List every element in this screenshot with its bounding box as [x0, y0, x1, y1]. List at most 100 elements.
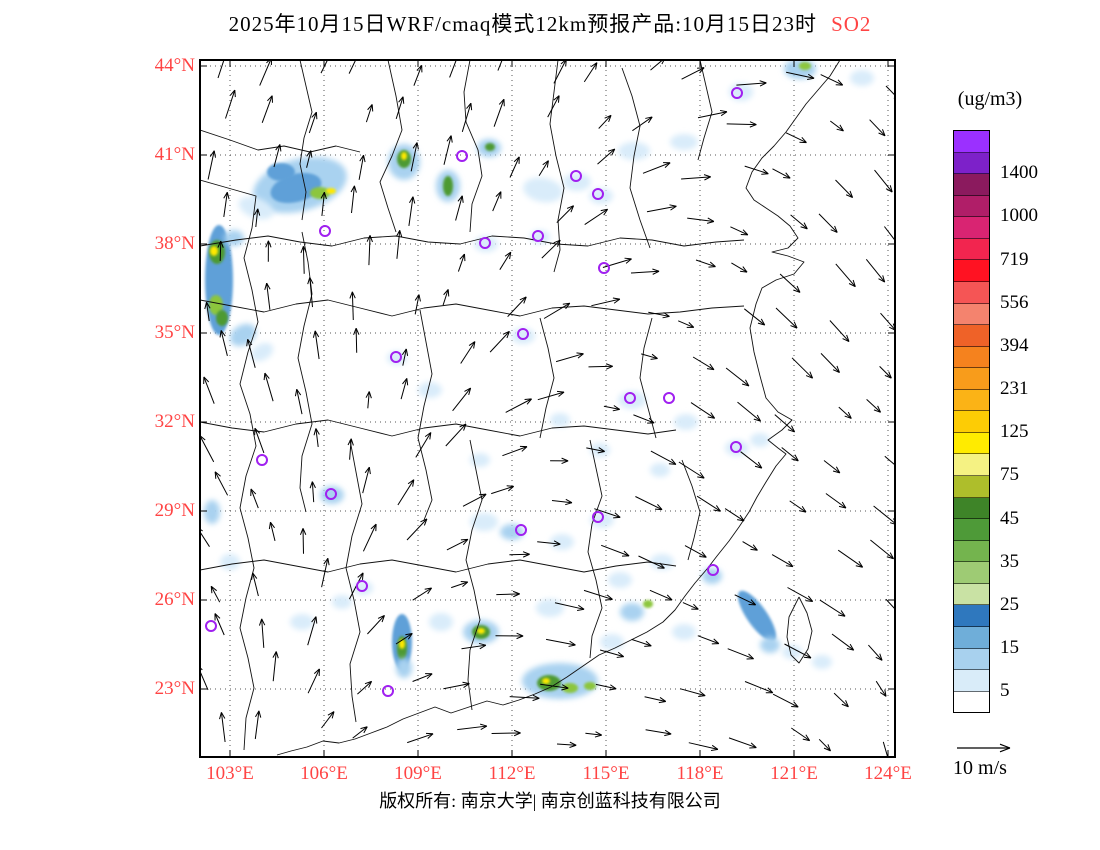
- wind-arrow: [455, 195, 464, 221]
- wind-arrow: [724, 508, 745, 522]
- wind-arrow: [546, 638, 576, 647]
- wind-arrow: [740, 451, 763, 469]
- lat-label: 29°N: [154, 500, 195, 521]
- wind-arrow: [415, 432, 432, 458]
- province-boundary: [681, 459, 701, 561]
- wind-arrow: [644, 696, 667, 704]
- wind-arrow: [599, 649, 625, 658]
- colorbar-tick-label: 394: [1000, 334, 1029, 356]
- colorbar-tick-label: 556: [1000, 291, 1029, 313]
- wind-arrow: [869, 119, 886, 137]
- colorbar-segment: [954, 195, 989, 218]
- wind-arrow: [225, 89, 236, 119]
- lon-label: 106°E: [300, 763, 348, 784]
- wind-arrow: [217, 60, 227, 79]
- wind-arrow: [365, 104, 374, 123]
- wind-arrow: [537, 390, 565, 401]
- so2-blob: [332, 595, 352, 609]
- province-boundary: [621, 67, 651, 249]
- wind-arrow: [509, 551, 530, 558]
- so2-blob: [326, 188, 336, 194]
- colorbar-segment: [954, 605, 989, 627]
- wind-arrow: [449, 60, 460, 78]
- wind-arrow: [642, 162, 671, 174]
- city-marker: [356, 580, 368, 592]
- wind-arrow: [412, 587, 433, 601]
- so2-blob: [204, 500, 220, 524]
- province-boundary: [639, 317, 657, 439]
- wind-arrow: [638, 555, 665, 569]
- so2-blob: [643, 600, 653, 608]
- wind-arrow: [785, 71, 815, 81]
- wind-arrow: [358, 154, 366, 180]
- lat-label: 26°N: [154, 589, 195, 610]
- so2-blob: [418, 382, 442, 398]
- city-marker: [515, 524, 527, 536]
- wind-arrow: [727, 648, 754, 660]
- so2-blob: [584, 682, 596, 690]
- wind-arrow: [489, 330, 510, 353]
- wind-arrow: [688, 742, 719, 752]
- wind-arrow: [442, 289, 450, 306]
- colorbar-tick-label: 719: [1000, 248, 1029, 270]
- wind-arrow: [690, 402, 716, 419]
- wind-arrow: [601, 544, 630, 557]
- province-boundary: [200, 419, 677, 437]
- province-boundary: [417, 309, 433, 521]
- city-marker: [730, 441, 742, 453]
- so2-blob: [536, 599, 564, 617]
- wind-arrow: [320, 191, 327, 216]
- lon-label: 112°E: [488, 763, 536, 784]
- so2-blob: [550, 534, 574, 550]
- wind-arrow: [650, 60, 666, 71]
- colorbar-segment: [954, 131, 989, 153]
- so2-blob: [750, 433, 770, 447]
- city-marker: [592, 188, 604, 200]
- wind-arrow: [790, 214, 808, 230]
- wind-arrow: [818, 738, 831, 752]
- wind-arrow: [452, 387, 472, 412]
- wind-arrow: [771, 554, 794, 568]
- so2-blob: [674, 414, 698, 430]
- colorbar-tick-label: 1000: [1000, 205, 1038, 227]
- wind-arrow: [401, 348, 409, 366]
- wind-arrow: [692, 356, 715, 371]
- colorbar-segment: [954, 626, 989, 649]
- wind-arrow: [263, 372, 274, 402]
- wind-arrow: [820, 353, 840, 373]
- wind-arrow: [492, 191, 502, 212]
- colorbar-tick-label: 125: [1000, 421, 1029, 443]
- wind-arrow: [219, 712, 226, 743]
- wind-arrow: [684, 545, 707, 558]
- so2-blob: [620, 603, 644, 621]
- province-boundary: [463, 60, 483, 233]
- wind-arrow: [583, 589, 613, 601]
- wind-arrow: [496, 590, 520, 598]
- province-boundary: [200, 235, 745, 247]
- wind-arrow: [254, 427, 265, 454]
- wind-arrow: [598, 114, 612, 129]
- wind-arrow: [687, 217, 715, 224]
- city-marker: [532, 230, 544, 242]
- wind-arrow: [550, 457, 569, 465]
- wind-arrow: [491, 485, 514, 495]
- wind-arrow: [400, 378, 409, 400]
- so2-blob: [216, 310, 228, 326]
- wind-arrow: [395, 230, 403, 259]
- wind-arrow: [603, 405, 620, 412]
- wind-arrow: [395, 96, 405, 120]
- wind-arrow: [259, 60, 272, 86]
- wind-arrow: [681, 67, 705, 80]
- so2-blob: [812, 655, 832, 669]
- province-boundary: [297, 231, 313, 513]
- wind-arrow: [785, 132, 807, 144]
- so2-blob: [429, 613, 453, 631]
- wind-arrow: [353, 328, 360, 353]
- wind-arrow: [585, 731, 602, 738]
- chart-title: 2025年10月15日WRF/cmaq模式12km预报产品:10月15日23时 S…: [0, 8, 1100, 38]
- wind-arrow: [357, 680, 373, 695]
- so2-blob: [500, 524, 524, 540]
- colorbar-tick-label: 75: [1000, 464, 1019, 486]
- wind-arrow: [697, 109, 728, 119]
